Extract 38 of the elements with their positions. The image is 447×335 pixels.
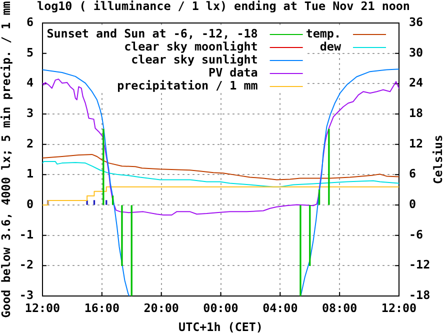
legend-label: precipitation / 1 mm [117, 78, 258, 93]
y-tick-label: -2 [19, 258, 34, 272]
y-tick-label: 1 [26, 166, 34, 181]
legend-label: PV data [208, 66, 258, 80]
x-axis-title: UTC+1h (CET) [178, 320, 263, 334]
x-tick-label: 20:00 [144, 301, 179, 316]
x-tick-label: 16:00 [84, 301, 120, 316]
y-tick-label: -1 [19, 227, 34, 242]
y2-tick-label: 0 [409, 197, 416, 212]
y2-tick-label: 12 [409, 136, 424, 150]
y2-tick-label: 30 [409, 45, 424, 60]
x-tick-label: 00:00 [203, 301, 238, 316]
x-tick-label: 12:00 [381, 301, 417, 316]
y2-tick-label: -12 [409, 258, 430, 272]
y2-tick-label: 24 [409, 76, 424, 90]
legend-label: temp. [306, 26, 341, 41]
y2-tick-label: 36 [409, 15, 424, 30]
x-tick-label: 08:00 [322, 301, 358, 316]
y-tick-label: 3 [26, 106, 34, 120]
y-tick-label: 5 [26, 45, 34, 60]
legend-label: dew [320, 40, 342, 54]
y-axis-title: Good below 3.6, 4000 lx; 5 min precip. / 1 mm [0, 1, 14, 318]
y-tick-label: -3 [19, 288, 34, 302]
y2-axis-title: Celsius [431, 134, 446, 184]
chart-title: log10 ( illuminance / 1 lx) ending at Tue Nov 21 noon [37, 0, 410, 14]
legend-label: clear sky sunlight [131, 52, 258, 67]
y-tick-label: 4 [26, 76, 34, 90]
legend-label: clear sky moonlight [124, 40, 258, 54]
x-tick-label: 12:00 [24, 301, 60, 316]
y2-tick-label: 6 [409, 166, 416, 181]
y-tick-label: 0 [26, 197, 34, 212]
legend-label: Sunset and Sun at -6, -12, -18 [46, 26, 258, 41]
x-tick-label: 04:00 [262, 301, 298, 316]
y2-tick-label: -6 [409, 227, 424, 242]
y2-tick-label: -18 [409, 288, 430, 302]
y-tick-label: 6 [26, 15, 34, 30]
y-tick-label: 2 [26, 136, 34, 150]
y2-tick-label: 18 [409, 106, 424, 120]
